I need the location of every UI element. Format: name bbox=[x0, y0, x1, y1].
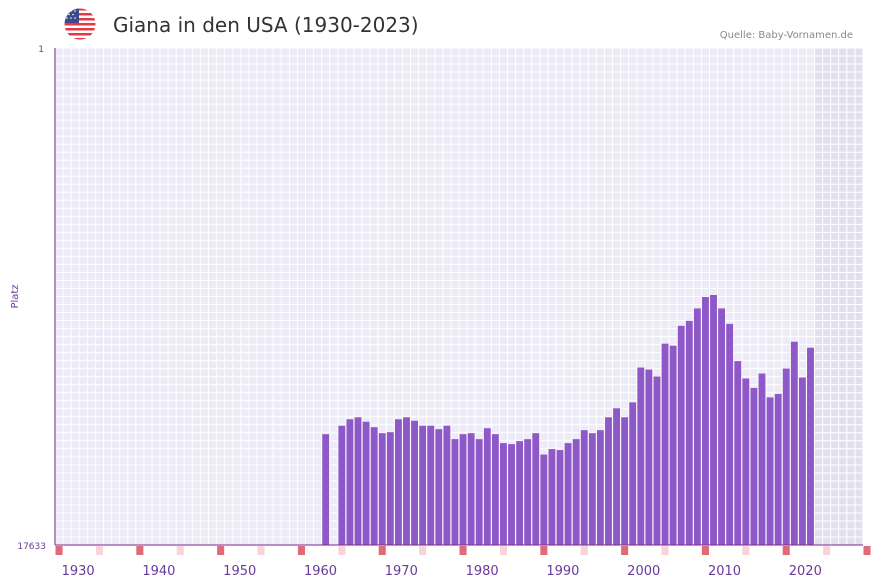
bar-1973 bbox=[411, 420, 418, 545]
bar-2006 bbox=[677, 325, 685, 545]
bar-2008 bbox=[693, 308, 701, 545]
bar-1985 bbox=[508, 444, 515, 545]
bar-2012 bbox=[726, 323, 734, 545]
bar-2018 bbox=[774, 393, 782, 545]
bar-1999 bbox=[621, 417, 629, 545]
bar-1992 bbox=[564, 443, 572, 545]
decade-marker-1999 bbox=[621, 546, 629, 555]
bar-1962 bbox=[322, 434, 330, 545]
bar-1970 bbox=[386, 432, 394, 545]
bar-1998 bbox=[613, 408, 620, 545]
bar-1972 bbox=[403, 417, 410, 545]
half-decade-marker-1994 bbox=[580, 546, 588, 555]
y-tick-label-top: 1 bbox=[38, 45, 44, 55]
bar-2011 bbox=[718, 308, 726, 545]
bar-1967 bbox=[362, 421, 370, 545]
half-decade-marker-1984 bbox=[499, 546, 507, 555]
bar-1974 bbox=[419, 425, 427, 545]
bar-2005 bbox=[669, 345, 677, 545]
half-decade-marker-1934 bbox=[95, 546, 103, 555]
bar-2004 bbox=[661, 343, 669, 545]
bar-2016 bbox=[758, 373, 766, 545]
decade-marker-1979 bbox=[459, 546, 467, 555]
bar-1978 bbox=[451, 439, 459, 545]
bar-1991 bbox=[556, 450, 564, 545]
bar-1994 bbox=[580, 430, 588, 545]
bar-1975 bbox=[427, 425, 435, 545]
bar-1983 bbox=[491, 434, 499, 545]
half-decade-marker-1974 bbox=[419, 546, 427, 555]
x-tick-label-2000: 2000 bbox=[627, 564, 660, 579]
bar-2014 bbox=[742, 378, 750, 545]
half-decade-marker-1964 bbox=[338, 546, 346, 555]
decade-marker-2019 bbox=[782, 546, 790, 555]
bar-1971 bbox=[394, 419, 402, 545]
x-tick-label-1950: 1950 bbox=[223, 564, 256, 579]
bar-1966 bbox=[354, 417, 362, 545]
bar-2010 bbox=[710, 295, 717, 545]
bar-1976 bbox=[435, 429, 443, 545]
y-axis-title: Platz bbox=[10, 284, 21, 308]
us-flag-icon bbox=[64, 8, 96, 40]
bar-1995 bbox=[588, 433, 596, 545]
half-decade-marker-1944 bbox=[176, 546, 184, 555]
half-decade-marker-2014 bbox=[742, 546, 750, 555]
bar-1988 bbox=[532, 433, 540, 545]
bar-2019 bbox=[782, 368, 790, 545]
x-tick-label-2020: 2020 bbox=[789, 564, 822, 579]
bar-2003 bbox=[653, 376, 661, 545]
bar-1964 bbox=[338, 425, 346, 545]
bar-2002 bbox=[645, 369, 653, 545]
bar-1981 bbox=[475, 439, 483, 545]
bar-1984 bbox=[500, 443, 507, 545]
bar-2001 bbox=[637, 367, 645, 545]
x-tick-label-1990: 1990 bbox=[546, 564, 579, 579]
bar-1980 bbox=[467, 433, 475, 545]
bar-1987 bbox=[524, 439, 532, 545]
bar-2015 bbox=[750, 387, 758, 545]
bar-1969 bbox=[378, 433, 386, 545]
bar-2009 bbox=[702, 296, 709, 545]
x-tick-label-1970: 1970 bbox=[385, 564, 418, 579]
bar-2013 bbox=[734, 361, 742, 545]
half-decade-marker-1954 bbox=[257, 546, 265, 555]
bar-2007 bbox=[685, 320, 693, 545]
decade-marker-1939 bbox=[136, 546, 144, 555]
half-decade-marker-2024 bbox=[823, 546, 831, 555]
x-tick-label-2010: 2010 bbox=[708, 564, 741, 579]
x-tick-label-1980: 1980 bbox=[466, 564, 499, 579]
bar-1996 bbox=[596, 430, 604, 545]
x-tick-label-1930: 1930 bbox=[62, 564, 95, 579]
decade-marker-1959 bbox=[297, 546, 305, 555]
bar-1993 bbox=[572, 439, 580, 545]
decade-marker-1929 bbox=[55, 546, 63, 555]
bar-1997 bbox=[605, 417, 612, 545]
decade-marker-2029 bbox=[863, 546, 871, 555]
decade-marker-2009 bbox=[701, 546, 709, 555]
bar-2017 bbox=[766, 397, 774, 545]
y-tick-label-bottom: 17633 bbox=[17, 542, 46, 552]
bar-1977 bbox=[443, 425, 451, 545]
chart-title: Giana in den USA (1930-2023) bbox=[113, 13, 419, 37]
half-decade-marker-2004 bbox=[661, 546, 669, 555]
bar-2022 bbox=[807, 347, 814, 545]
decade-marker-1969 bbox=[378, 546, 386, 555]
bar-1989 bbox=[540, 454, 548, 545]
bar-2000 bbox=[629, 402, 637, 545]
bar-1965 bbox=[346, 419, 354, 545]
decade-marker-1949 bbox=[217, 546, 225, 555]
decade-marker-1989 bbox=[540, 546, 548, 555]
bar-1968 bbox=[370, 427, 378, 545]
bar-1982 bbox=[483, 428, 491, 545]
bar-1986 bbox=[516, 441, 524, 545]
bar-2020 bbox=[790, 341, 798, 545]
bar-1979 bbox=[459, 434, 467, 545]
x-tick-label-1960: 1960 bbox=[304, 564, 337, 579]
bar-2021 bbox=[798, 377, 806, 545]
source-credit: Quelle: Baby-Vornamen.de bbox=[719, 30, 853, 41]
bar-1990 bbox=[548, 449, 556, 545]
x-tick-label-1940: 1940 bbox=[142, 564, 175, 579]
